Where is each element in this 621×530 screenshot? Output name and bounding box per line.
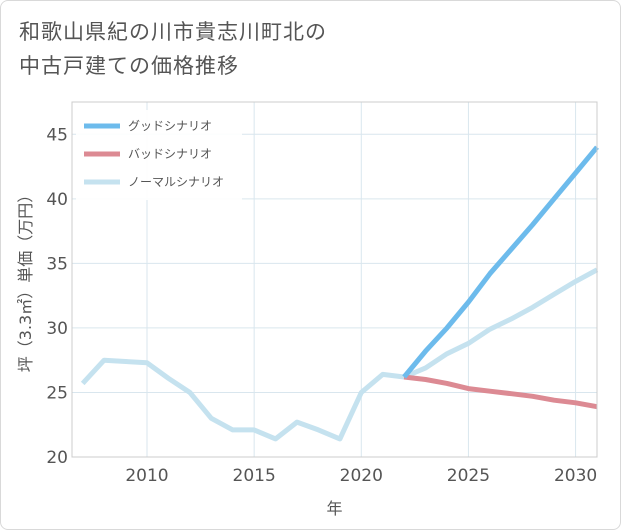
legend-label-bad: バッドシナリオ [128,147,212,161]
y-tick-label: 25 [46,383,68,403]
y-tick-label: 20 [46,448,68,468]
series-line-normal [80,267,599,442]
series-line-bad [403,374,598,410]
x-axis-label: 年 [326,499,342,518]
x-tick-label: 2030 [554,466,597,486]
y-tick-label: 30 [46,319,68,339]
legend-label-normal: ノーマルシナリオ [128,175,224,189]
y-tick-label: 35 [46,254,68,274]
legend-label-good: グッドシナリオ [128,119,212,133]
chart-title: 和歌山県紀の川市貴志川町北の 中古戸建ての価格推移 [19,15,327,83]
grid [72,102,597,458]
series-line-good [402,145,599,379]
x-tick-label: 2020 [340,466,383,486]
x-tick-label: 2015 [233,466,276,486]
series-lines [80,145,599,442]
x-tick-label: 2025 [447,466,490,486]
y-tick-label: 45 [46,125,68,145]
y-tick-label: 40 [46,190,68,210]
y-axis-label: 坪（3.3㎡）単価（万円） [16,187,35,372]
chart-title-line2: 中古戸建ての価格推移 [19,54,239,78]
chart-title-line1: 和歌山県紀の川市貴志川町北の [19,20,327,44]
plot-area-border [71,101,598,458]
x-tick-label: 2010 [125,466,168,486]
